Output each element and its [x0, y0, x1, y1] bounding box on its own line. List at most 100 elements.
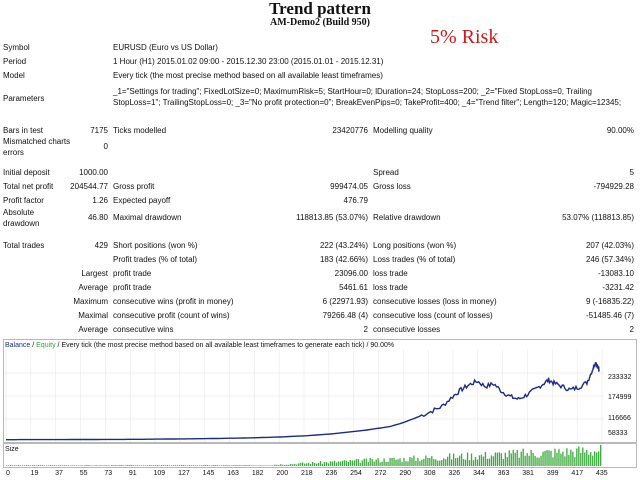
volume-bar: [212, 465, 214, 466]
volume-bar: [574, 457, 576, 466]
volume-bar: [399, 458, 401, 466]
volume-bar: [151, 465, 153, 466]
volume-bar: [39, 465, 42, 466]
volume-bar: [385, 461, 387, 466]
volume-bar: [592, 455, 594, 466]
volume-bar: [21, 465, 24, 466]
volume-bar: [530, 449, 532, 466]
deposit-value: 1000.00: [79, 168, 108, 177]
size-chart: [6, 444, 602, 466]
volume-bar: [421, 459, 423, 466]
volume-bar: [113, 465, 115, 466]
volume-bar: [292, 464, 294, 466]
ptrades-value: 183 (42.66%): [319, 255, 368, 264]
avg-cons-losses-value: 2: [629, 325, 634, 334]
grossprofit-value: 999474.05: [330, 182, 368, 191]
long-value: 207 (42.03%): [585, 241, 634, 250]
volume-bar: [23, 465, 26, 466]
volume-bar: [278, 465, 280, 466]
volume-bar: [15, 465, 18, 466]
volume-bar: [162, 465, 165, 466]
average-loss-label: loss trade: [373, 283, 408, 292]
risk-label: 5% Risk: [430, 26, 499, 48]
volume-bar: [236, 465, 238, 466]
volume-bar: [409, 456, 411, 466]
volume-bar: [97, 465, 99, 466]
volume-bar: [506, 457, 508, 466]
volume-bar: [107, 465, 109, 466]
volume-bar: [590, 452, 592, 466]
volume-bar: [536, 457, 538, 466]
x-tick: 308: [423, 470, 436, 477]
volume-bar: [117, 465, 119, 466]
volume-bar: [443, 458, 445, 466]
volume-bar: [83, 465, 85, 466]
x-tick: 290: [399, 470, 412, 477]
volume-bar: [417, 457, 419, 466]
reldd-value: 53.07% (118813.85): [562, 213, 634, 222]
volume-bar: [240, 465, 242, 466]
volume-bar: [69, 465, 71, 466]
volume-bar: [498, 452, 500, 466]
legend-description: / Every tick (the most precise method ba…: [55, 342, 395, 349]
volume-bar: [550, 450, 552, 466]
volume-bar: [456, 457, 459, 466]
volume-bar: [451, 459, 453, 466]
volume-bar: [375, 459, 377, 466]
volume-bar: [298, 463, 300, 466]
volume-bar: [510, 453, 512, 466]
long-label: Long positions (won %): [373, 241, 457, 250]
volume-bar: [149, 465, 151, 466]
spread-value: 5: [629, 168, 634, 177]
volume-bar: [296, 464, 298, 466]
x-tick: 363: [497, 470, 510, 477]
volume-bar: [25, 465, 28, 466]
volume-bar: [472, 460, 475, 466]
volume-bar: [558, 449, 560, 466]
volume-bar: [192, 465, 195, 466]
volume-bar: [486, 458, 489, 466]
balance-line: [6, 361, 600, 441]
volume-bar: [276, 464, 278, 466]
maximal-loss-value: -51485.46 (7): [585, 311, 634, 320]
largest-label: Largest: [81, 269, 108, 278]
volume-bar: [315, 463, 318, 466]
volume-bar: [419, 461, 421, 466]
y-tick: 116666: [608, 415, 631, 422]
report-title: Trend pattern: [269, 0, 371, 18]
volume-bar: [447, 456, 449, 466]
volume-bar: [135, 465, 137, 466]
x-tick: 145: [202, 470, 215, 477]
volume-bar: [566, 448, 568, 466]
y-tick: 174999: [608, 394, 632, 401]
volume-bar: [496, 452, 499, 466]
volume-bar: [470, 453, 473, 466]
volume-bar: [449, 453, 451, 466]
volume-bar: [435, 459, 437, 466]
volume-bar: [61, 465, 63, 466]
largest-loss-label: loss trade: [373, 269, 408, 278]
volume-bar: [123, 465, 125, 466]
volume-bar: [439, 460, 441, 466]
volume-bar: [71, 465, 73, 466]
volume-bar: [75, 465, 77, 466]
avg-cons-wins-label: consecutive wins: [113, 325, 174, 334]
volume-bar: [423, 458, 425, 466]
spread-label: Spread: [373, 168, 399, 177]
volume-bar: [454, 458, 457, 466]
symbol-value: EURUSD (Euro vs US Dollar): [113, 43, 218, 52]
volume-bar: [57, 465, 59, 466]
volume-bar: [401, 461, 403, 466]
x-tick: 272: [374, 470, 387, 477]
volume-bar: [427, 457, 429, 466]
volume-bar: [242, 465, 244, 466]
absdd-label: Absolute drawdown: [3, 208, 40, 228]
volume-bar: [49, 465, 52, 466]
volume-bar: [214, 465, 216, 466]
volume-bar: [248, 465, 250, 466]
volume-bar: [286, 464, 288, 466]
volume-bar: [335, 462, 338, 466]
volume-bar: [355, 459, 357, 466]
volume-bar: [588, 454, 590, 466]
maximum-label: Maximum: [73, 297, 108, 306]
